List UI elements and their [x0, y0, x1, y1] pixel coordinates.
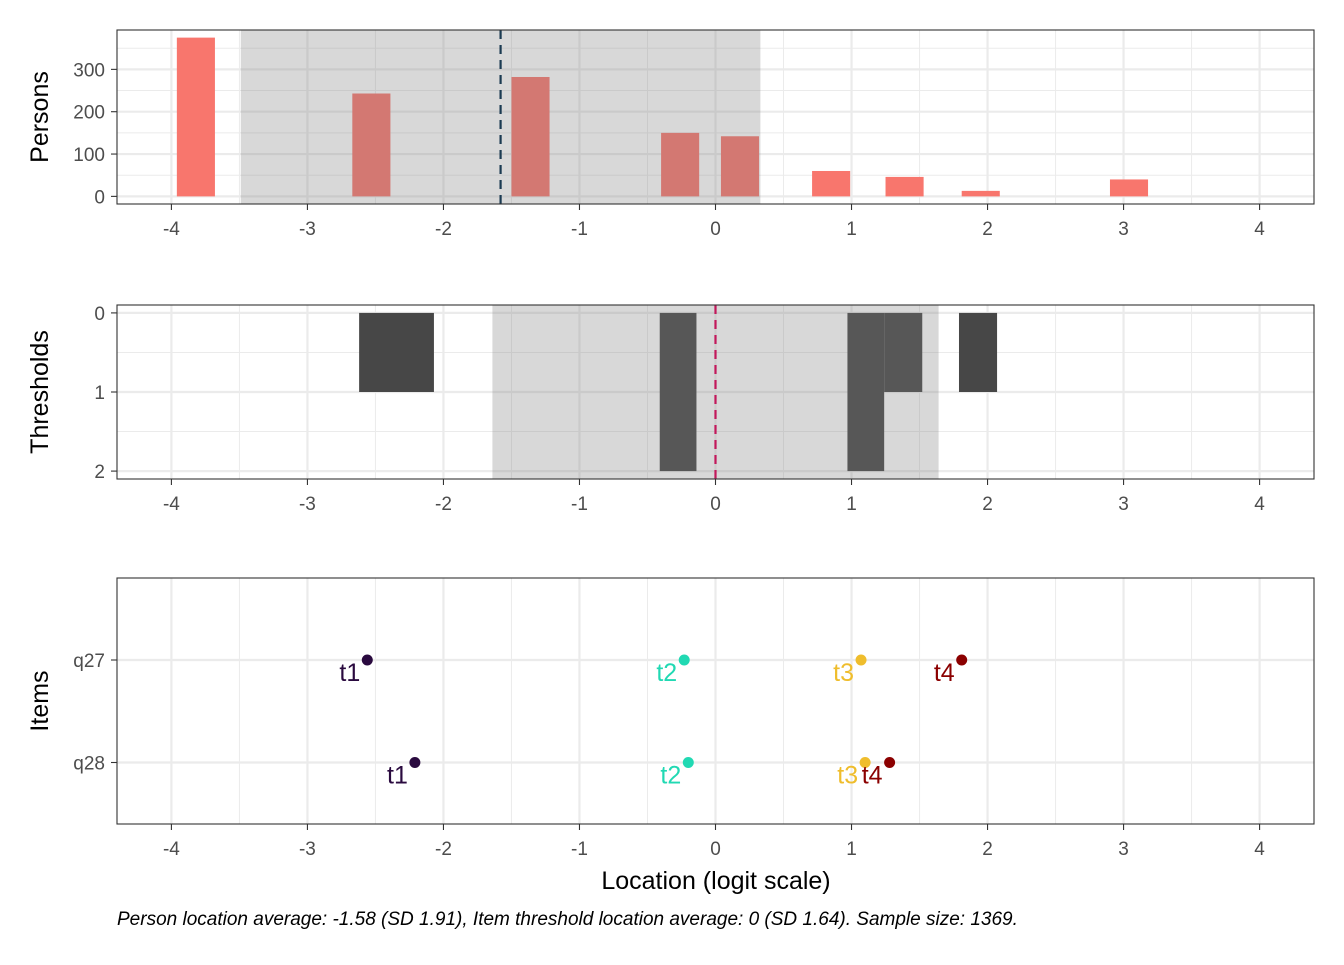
y-axis-title: Thresholds — [26, 330, 54, 454]
threshold-point-label: t1 — [387, 762, 408, 790]
x-tick-label: -2 — [435, 219, 452, 240]
threshold-bar — [847, 312, 885, 472]
threshold-point-t2 — [682, 757, 694, 768]
x-tick-label: -1 — [571, 839, 588, 860]
x-tick-label: -1 — [571, 494, 588, 515]
x-tick-label: 3 — [1118, 494, 1129, 515]
threshold-bar — [659, 312, 697, 472]
y-tick-label: 0 — [94, 304, 105, 325]
x-tick-label: -3 — [299, 839, 316, 860]
person-bar — [1109, 179, 1149, 197]
threshold-sd-band — [492, 305, 939, 479]
y-tick-label: q27 — [73, 651, 105, 672]
threshold-point-t1 — [361, 654, 373, 666]
person-bar — [352, 93, 391, 197]
x-tick-label: 2 — [982, 219, 993, 240]
threshold-point-t1 — [409, 757, 421, 768]
x-tick-label: 4 — [1254, 219, 1265, 240]
person-bar — [720, 136, 760, 197]
y-axis-title: Items — [26, 670, 54, 731]
x-axis-title: Location (logit scale) — [601, 867, 830, 895]
person-bar — [176, 37, 215, 197]
person-sd-band — [240, 30, 761, 204]
x-tick-label: 3 — [1118, 219, 1129, 240]
x-tick-label: -4 — [163, 839, 180, 860]
y-tick-label: 200 — [73, 103, 105, 124]
person-bar — [661, 132, 700, 197]
threshold-bar — [359, 312, 434, 392]
x-tick-label: 1 — [846, 494, 857, 515]
threshold-point-t4 — [956, 654, 968, 666]
person-bar — [961, 190, 1000, 197]
x-tick-label: -3 — [299, 219, 316, 240]
threshold-point-t3 — [859, 757, 871, 768]
threshold-point-t3 — [855, 654, 867, 666]
figure-caption: Person location average: -1.58 (SD 1.91)… — [117, 909, 1018, 930]
x-tick-label: 1 — [846, 219, 857, 240]
threshold-bar — [958, 312, 998, 392]
x-tick-label: 0 — [710, 494, 721, 515]
x-tick-label: 4 — [1254, 494, 1265, 515]
y-tick-label: q28 — [73, 754, 105, 775]
x-tick-label: 0 — [710, 219, 721, 240]
threshold-bar — [884, 312, 923, 392]
x-tick-label: -4 — [163, 219, 180, 240]
person-bar — [511, 76, 550, 197]
y-tick-label: 300 — [73, 60, 105, 81]
threshold-point-label: t4 — [862, 762, 883, 790]
threshold-point-label: t2 — [660, 762, 681, 790]
x-tick-label: -2 — [435, 839, 452, 860]
persons-panel: 0 100 200 300 -4 -3 -2 -1 0 1 2 3 4 Persons — [26, 29, 1315, 240]
x-tick-label: -2 — [435, 494, 452, 515]
person-bar — [885, 176, 924, 197]
threshold-point-t2 — [678, 654, 690, 666]
threshold-point-label: t2 — [656, 659, 677, 687]
x-tick-label: -4 — [163, 494, 180, 515]
x-tick-label: 0 — [710, 839, 721, 860]
threshold-point-label: t4 — [934, 659, 955, 687]
threshold-point-label: t3 — [833, 659, 854, 687]
x-tick-label: 2 — [982, 839, 993, 860]
y-tick-label: 0 — [94, 187, 105, 208]
threshold-point-label: t1 — [339, 659, 360, 687]
threshold-point-t4 — [884, 757, 896, 768]
y-tick-label: 2 — [94, 462, 105, 483]
x-tick-label: -1 — [571, 219, 588, 240]
y-axis-title: Persons — [26, 71, 54, 163]
x-tick-label: -3 — [299, 494, 316, 515]
threshold-point-label: t3 — [837, 762, 858, 790]
y-tick-label: 1 — [94, 383, 105, 404]
thresholds-panel: 0 1 2 -4 -3 -2 -1 0 1 2 3 4 Thresholds — [26, 304, 1315, 515]
x-tick-label: 2 — [982, 494, 993, 515]
x-tick-label: 3 — [1118, 839, 1129, 860]
x-tick-label: 1 — [846, 839, 857, 860]
person-bar — [812, 170, 851, 197]
x-tick-label: 4 — [1254, 839, 1265, 860]
y-tick-label: 100 — [73, 145, 105, 166]
